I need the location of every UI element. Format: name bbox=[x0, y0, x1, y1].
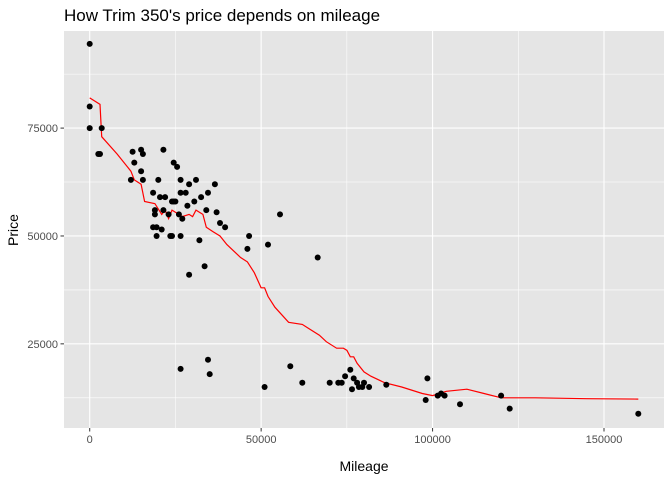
data-point bbox=[86, 40, 93, 47]
data-point bbox=[151, 207, 158, 214]
data-point bbox=[139, 151, 146, 157]
y-tick-label: 50000 bbox=[27, 231, 58, 243]
data-point bbox=[206, 371, 213, 378]
data-point bbox=[139, 176, 146, 183]
data-point bbox=[160, 146, 167, 153]
data-point bbox=[162, 194, 169, 201]
data-point bbox=[98, 125, 105, 132]
data-point bbox=[424, 375, 431, 382]
data-point bbox=[193, 176, 199, 183]
data-point bbox=[203, 207, 210, 214]
data-point bbox=[422, 397, 429, 403]
data-point bbox=[205, 356, 211, 363]
major-gridlines bbox=[64, 31, 664, 428]
data-point bbox=[184, 202, 191, 209]
data-point bbox=[177, 176, 184, 183]
data-point bbox=[350, 375, 357, 382]
data-point bbox=[153, 224, 160, 231]
data-point bbox=[314, 254, 321, 261]
data-point bbox=[177, 233, 184, 239]
data-point bbox=[97, 151, 103, 157]
data-point bbox=[261, 384, 268, 390]
data-point bbox=[211, 181, 218, 188]
data-point bbox=[366, 384, 373, 390]
data-point bbox=[342, 373, 349, 380]
data-point bbox=[151, 211, 158, 218]
data-point bbox=[174, 163, 181, 170]
x-tick-label: 150000 bbox=[586, 434, 623, 446]
data-point bbox=[182, 189, 189, 196]
x-tick-label: 100000 bbox=[414, 434, 451, 446]
data-point bbox=[347, 366, 354, 373]
data-point bbox=[175, 211, 182, 218]
data-point bbox=[299, 379, 306, 386]
data-point bbox=[150, 189, 157, 196]
y-axis: 25000 50000 75000 bbox=[27, 123, 64, 351]
scatter-points bbox=[86, 40, 642, 417]
x-axis-title: Mileage bbox=[339, 458, 388, 474]
data-point bbox=[153, 233, 160, 239]
data-point bbox=[205, 189, 211, 196]
data-point bbox=[383, 381, 390, 388]
smooth-line bbox=[89, 97, 639, 400]
data-point bbox=[196, 237, 203, 244]
data-point bbox=[217, 220, 223, 226]
data-point bbox=[265, 241, 271, 248]
data-point bbox=[129, 148, 136, 155]
data-point bbox=[457, 401, 463, 408]
y-tick-label: 25000 bbox=[27, 339, 58, 351]
data-point bbox=[179, 215, 186, 222]
data-point bbox=[213, 209, 220, 216]
data-point bbox=[177, 365, 184, 372]
data-point bbox=[131, 159, 138, 166]
data-point bbox=[86, 125, 93, 132]
data-point bbox=[506, 405, 513, 412]
data-point bbox=[177, 189, 184, 196]
data-point bbox=[186, 181, 193, 188]
data-point bbox=[349, 386, 355, 393]
data-point bbox=[361, 379, 367, 386]
smooth-line-layer bbox=[89, 97, 639, 400]
x-tick-label: 50000 bbox=[246, 434, 277, 446]
data-point bbox=[244, 245, 251, 252]
data-point bbox=[160, 207, 167, 214]
data-point bbox=[127, 176, 134, 183]
data-point bbox=[326, 379, 333, 386]
data-point bbox=[86, 103, 93, 110]
data-point bbox=[155, 176, 162, 183]
data-point bbox=[158, 226, 165, 233]
data-point bbox=[441, 392, 448, 399]
data-point bbox=[277, 211, 283, 218]
data-point bbox=[191, 198, 198, 205]
data-point bbox=[157, 194, 163, 201]
data-point bbox=[138, 168, 145, 175]
chart-title: How Trim 350's price depends on mileage bbox=[64, 6, 380, 25]
data-point bbox=[246, 233, 253, 239]
data-point bbox=[287, 363, 294, 370]
data-point bbox=[201, 263, 208, 270]
data-point bbox=[198, 194, 205, 201]
data-point bbox=[170, 159, 177, 166]
data-point bbox=[338, 379, 345, 386]
data-point bbox=[222, 224, 229, 231]
y-axis-title: Price bbox=[5, 214, 21, 246]
x-tick-label: 0 bbox=[87, 434, 93, 446]
data-point bbox=[172, 198, 179, 205]
y-tick-label: 75000 bbox=[27, 123, 58, 135]
data-point bbox=[169, 233, 175, 239]
data-point bbox=[186, 271, 193, 278]
data-point bbox=[635, 410, 642, 417]
data-point bbox=[498, 392, 505, 399]
x-axis: 0 50000 100000 150000 bbox=[87, 428, 623, 446]
data-point bbox=[165, 211, 172, 218]
